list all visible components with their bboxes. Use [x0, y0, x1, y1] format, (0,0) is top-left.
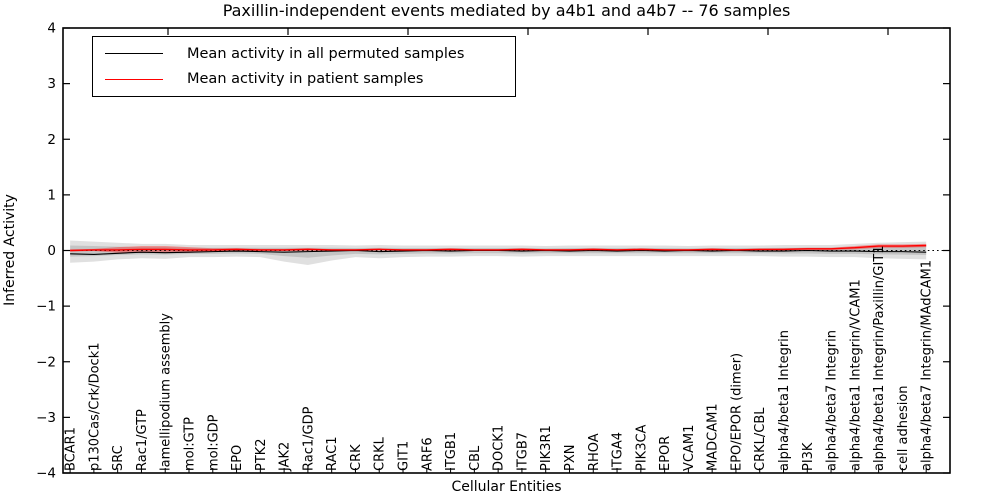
y-tick-label: −4 — [36, 466, 56, 482]
chart-title: Paxillin-independent events mediated by … — [222, 1, 791, 20]
permuted-band-core — [70, 245, 927, 258]
x-tick-label: BCAR1 — [64, 427, 79, 471]
legend-line-black — [105, 53, 163, 55]
x-tick-label: JAK2 — [278, 442, 293, 472]
x-tick-label: cell adhesion — [896, 385, 911, 471]
x-tick-label: CRKL/CBL — [753, 407, 768, 471]
x-tick-label: alpha4/beta7 Integrin — [825, 330, 840, 471]
legend-label-permuted: Mean activity in all permuted samples — [187, 45, 465, 62]
y-tick-label: 3 — [47, 76, 56, 92]
x-tick-label: MADCAM1 — [706, 403, 721, 471]
x-tick-label: RAC1 — [325, 436, 340, 471]
x-tick-label: PXN — [563, 445, 578, 471]
y-tick-label: 4 — [47, 21, 56, 37]
x-tick-label: mol:GTP — [183, 417, 198, 471]
patient-mean-line — [70, 244, 927, 252]
x-tick-label: EPO — [230, 445, 245, 471]
x-tick-label: alpha4/beta1 Integrin — [777, 330, 792, 471]
x-tick-label: alpha4/beta1 Integrin/VCAM1 — [848, 279, 863, 471]
x-tick-label: CBL — [468, 445, 483, 471]
legend: Mean activity in all permuted samples Me… — [92, 36, 516, 97]
x-tick-label: EPO/EPOR (dimer) — [729, 353, 744, 471]
x-tick-label: PTK2 — [254, 438, 269, 471]
x-tick-label: RHOA — [587, 433, 602, 471]
x-tick-label: alpha4/beta1 Integrin/Paxillin/GIT1 — [872, 245, 887, 471]
x-tick-label: SRC — [111, 445, 126, 471]
x-axis-label: Cellular Entities — [451, 479, 562, 495]
x-tick-label: PIK3CA — [634, 424, 649, 471]
x-tick-label: CRK — [349, 444, 364, 471]
y-tick-label: −2 — [36, 354, 56, 370]
x-tick-label: ARF6 — [420, 437, 435, 471]
x-tick-label: Rac1/GDP — [301, 406, 316, 471]
x-tick-label: VCAM1 — [682, 425, 697, 471]
legend-label-patient: Mean activity in patient samples — [187, 71, 424, 88]
x-tick-label: CRKL — [373, 436, 388, 471]
x-tick-label: mol:GDP — [206, 414, 221, 471]
y-tick-label: −3 — [36, 410, 56, 426]
x-tick-label: ITGB1 — [444, 432, 459, 471]
y-tick-label: 0 — [47, 243, 56, 259]
x-tick-label: PI3K — [801, 442, 816, 471]
permuted-band — [70, 240, 927, 265]
y-tick-label: 1 — [47, 187, 56, 203]
y-tick-label: 2 — [47, 132, 56, 148]
legend-item-permuted: Mean activity in all permuted samples — [105, 46, 507, 62]
legend-item-patient: Mean activity in patient samples — [105, 71, 507, 87]
x-tick-label: EPOR — [658, 436, 673, 471]
x-tick-label: alpha4/beta7 Integrin/MAdCAM1 — [920, 260, 935, 471]
legend-line-red — [105, 78, 163, 80]
x-tick-label: Rac1/GTP — [135, 409, 150, 471]
x-tick-label: DOCK1 — [492, 425, 507, 471]
x-tick-label: GIT1 — [397, 441, 412, 471]
y-tick-label: −1 — [36, 299, 56, 315]
x-tick-label: PIK3R1 — [539, 425, 554, 471]
x-tick-label: lamellipodium assembly — [159, 313, 174, 471]
x-tick-label: ITGB7 — [515, 432, 530, 471]
x-tick-label: ITGA4 — [611, 432, 626, 471]
x-tick-label: p130Cas/Crk/Dock1 — [87, 342, 102, 471]
